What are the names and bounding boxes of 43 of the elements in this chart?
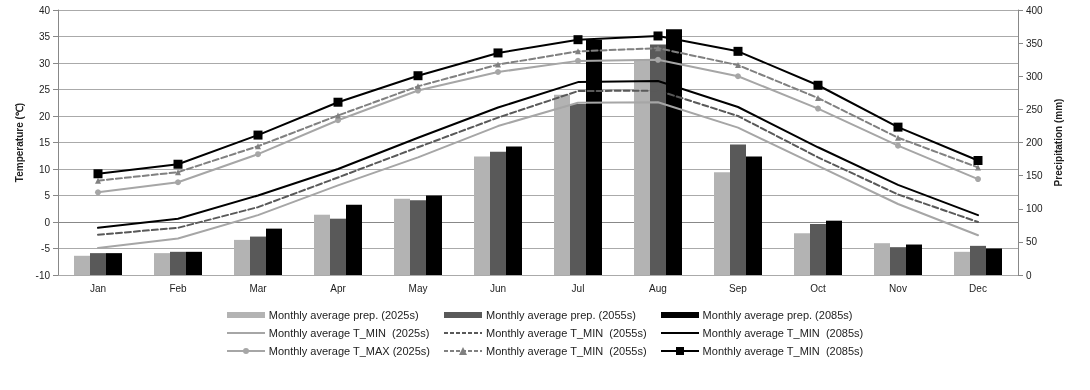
x-tick-label: Jan: [89, 282, 107, 294]
y2-tick-label: 150: [1026, 170, 1044, 182]
y2-tick-label: 200: [1026, 137, 1044, 148]
y2-tick-label: 0: [1026, 269, 1032, 281]
y-tick-label: 5: [44, 190, 51, 201]
x-tick-label: Nov: [889, 282, 907, 294]
x-tick-label: Apr: [330, 282, 347, 294]
legend-label: Monthly average T_MIN (2055s): [486, 345, 647, 357]
y2-tick-label: 400: [1026, 4, 1044, 16]
legend-label: Monthly average prep. (2025s): [268, 309, 419, 321]
y-tick-label: 0: [44, 216, 51, 228]
y2-tick-label: 100: [1026, 203, 1044, 215]
x-tick-label: Mar: [249, 282, 268, 294]
x-tick-label: May: [408, 282, 428, 294]
y2-tick-label: 350: [1026, 37, 1044, 49]
y-tick-label: 25: [38, 84, 51, 95]
y-tick-label: 35: [38, 31, 51, 42]
y-tick-label: 10: [38, 163, 51, 175]
y-tick-label: -10: [35, 269, 51, 281]
legend-label: Monthly average prep. (2085s): [702, 309, 853, 321]
x-tick-label: Dec: [969, 282, 987, 294]
legend-label: Monthly average prep. (2055s): [486, 309, 636, 321]
x-tick-label: Jun: [489, 282, 507, 294]
y-tick-label: 40: [38, 4, 51, 16]
x-tick-label: Oct: [810, 282, 826, 294]
legend-label: Monthly average T_MIN (2085s): [702, 345, 864, 357]
y2-axis-title: Precipitation (mm): [1053, 98, 1065, 187]
y-axis-title: Temperature (℃): [13, 102, 25, 183]
y2-tick-label: 300: [1026, 70, 1044, 82]
y-tick-label: 20: [38, 110, 51, 122]
x-tick-label: Sep: [729, 282, 748, 294]
legend-label: Monthly average T_MIN (2055s): [486, 327, 647, 339]
x-tick-label: Aug: [649, 282, 667, 294]
legend-label: Monthly average T_MAX (2025s): [268, 345, 431, 357]
legend-label: Monthly average T_MIN (2085s): [702, 327, 864, 339]
y-tick-label: 15: [38, 137, 51, 148]
x-tick-label: Feb: [169, 282, 188, 294]
y-tick-label: -5: [41, 243, 51, 254]
y2-tick-label: 250: [1026, 103, 1044, 115]
legend-label: Monthly average T_MIN (2025s): [268, 327, 430, 339]
y-tick-label: 30: [38, 57, 51, 69]
y2-tick-label: 50: [1026, 236, 1038, 248]
x-tick-label: Jul: [571, 282, 585, 294]
